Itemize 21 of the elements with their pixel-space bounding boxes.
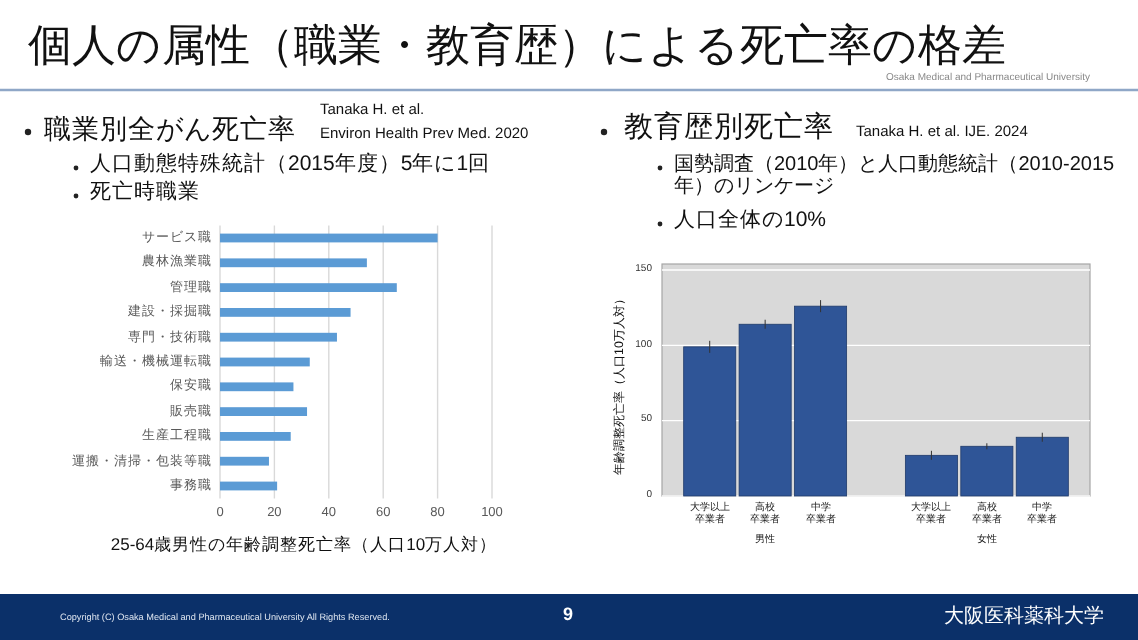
bar — [220, 233, 438, 243]
text: 国勢調査（2010年）と人口動態統計（2010-2015年）のリンケージ — [674, 154, 1117, 198]
text: 死亡時職業 — [90, 180, 200, 206]
bar — [220, 382, 294, 392]
bar — [220, 258, 367, 268]
bar — [220, 481, 278, 491]
text: 9 — [562, 604, 574, 626]
bar — [220, 456, 269, 466]
chart-subtitle: 職業別全がん死亡率 — [44, 114, 296, 146]
x-axis-title: 25-64歳男性の年齢調整死亡率（人口10万人対） — [110, 534, 498, 555]
text: 大阪医科薬科大学 — [944, 606, 1104, 628]
bar — [220, 308, 351, 317]
chart-title: 教育歴別死亡率 — [624, 112, 834, 146]
bar — [220, 407, 308, 416]
bar — [220, 432, 291, 441]
bar — [220, 357, 310, 367]
text: 人口全体の10% — [674, 208, 827, 234]
bar — [220, 283, 397, 292]
bar — [220, 332, 337, 342]
text: 人口動態特殊統計（2015年度）5年に1回 — [90, 152, 491, 178]
chart-title: 個人の属性（職業・教育歴）による死亡率の格差 — [28, 20, 1006, 71]
